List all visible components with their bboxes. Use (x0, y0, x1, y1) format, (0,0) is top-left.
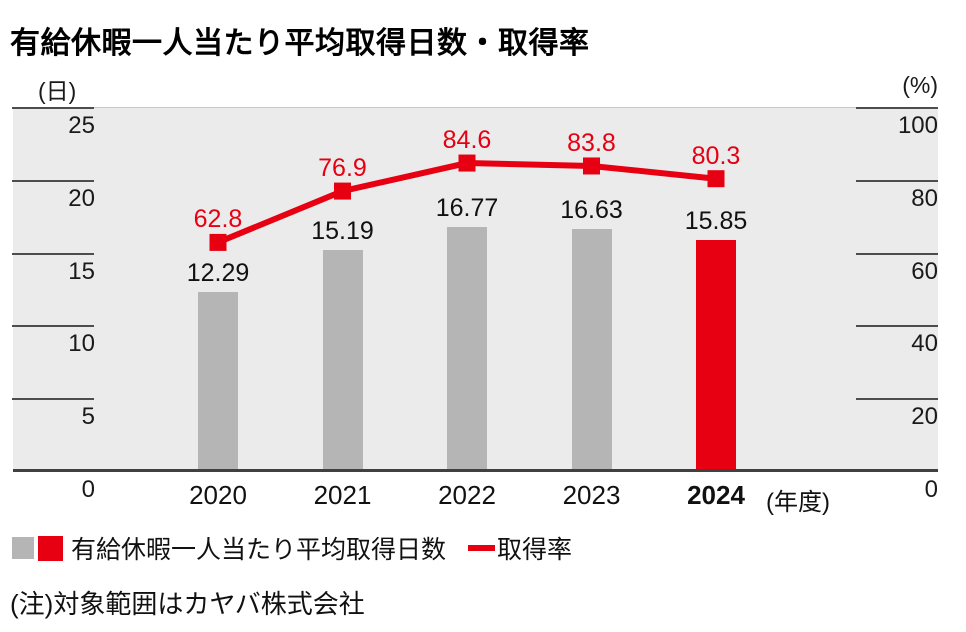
footnote: (注)対象範囲はカヤバ株式会社 (10, 589, 365, 619)
rate-line-chart (209, 154, 725, 251)
left-axis-unit: (日) (38, 78, 77, 104)
left-tick-label: 20 (68, 184, 95, 212)
right-tick-mark (856, 252, 938, 255)
right-tick-label: 80 (911, 184, 938, 212)
left-tick-label: 5 (81, 403, 95, 431)
bar-2023 (571, 228, 612, 470)
left-tick-mark (12, 107, 94, 109)
bar-2024 (696, 240, 736, 470)
x-axis-baseline (13, 469, 938, 472)
bar-value-label: 16.77 (435, 193, 499, 222)
left-tick-mark (12, 398, 94, 401)
bar-2021 (322, 249, 363, 470)
bar-2022 (447, 226, 487, 470)
legend-line-swatch-icon (468, 545, 496, 551)
right-tick-label: 100 (897, 112, 938, 139)
x-axis-label-2021: 2021 (313, 480, 372, 510)
right-tick-mark (856, 325, 938, 328)
legend-line-label: 取得率 (497, 536, 573, 564)
chart-title: 有給休暇一人当たり平均取得日数・取得率 (10, 27, 590, 60)
rate-value-label: 62.8 (193, 205, 243, 234)
x-axis-suffix-label: (年度) (766, 489, 830, 516)
line-marker-icon (583, 157, 600, 175)
left-tick-label: 15 (68, 257, 95, 285)
x-axis-label-2022: 2022 (438, 480, 496, 510)
bar-value-label: 12.29 (186, 259, 250, 288)
bar-value-label: 16.63 (560, 195, 623, 224)
line-marker-icon (209, 233, 227, 251)
line-marker-icon (707, 170, 725, 188)
line-marker-icon (334, 182, 351, 200)
rate-value-label: 76.9 (318, 154, 367, 183)
legend-bar-gray-swatch-icon (12, 537, 34, 559)
right-tick-mark (856, 179, 938, 182)
right-axis-unit: (%) (902, 72, 938, 98)
right-zero-label: 0 (924, 476, 938, 503)
right-tick-label: 60 (911, 257, 938, 285)
line-marker-icon (458, 154, 476, 172)
x-axis-label-2024: 2024 (687, 480, 745, 510)
rate-value-label: 83.8 (567, 128, 616, 157)
left-tick-mark (12, 179, 94, 182)
legend-bar-label: 有給休暇一人当たり平均取得日数 (71, 536, 447, 564)
x-axis-label-2023: 2023 (562, 480, 621, 510)
bar-value-label: 15.19 (311, 216, 374, 245)
rate-value-label: 80.3 (691, 141, 741, 170)
right-tick-label: 20 (911, 403, 938, 431)
right-tick-mark (856, 398, 938, 401)
left-zero-label: 0 (81, 476, 95, 503)
legend: 有給休暇一人当たり平均取得日数 取得率 (12, 530, 572, 566)
left-tick-mark (12, 325, 94, 328)
right-tick-label: 40 (911, 330, 938, 358)
left-tick-label: 10 (68, 330, 95, 358)
bar-value-label: 15.85 (684, 207, 748, 236)
legend-bar-red-swatch-icon (38, 535, 63, 561)
left-tick-label: 25 (68, 112, 95, 139)
x-axis-label-2020: 2020 (189, 480, 247, 510)
rate-value-label: 84.6 (442, 126, 492, 155)
right-tick-mark (856, 107, 938, 109)
left-tick-mark (12, 252, 94, 255)
bar-2020 (198, 292, 238, 470)
